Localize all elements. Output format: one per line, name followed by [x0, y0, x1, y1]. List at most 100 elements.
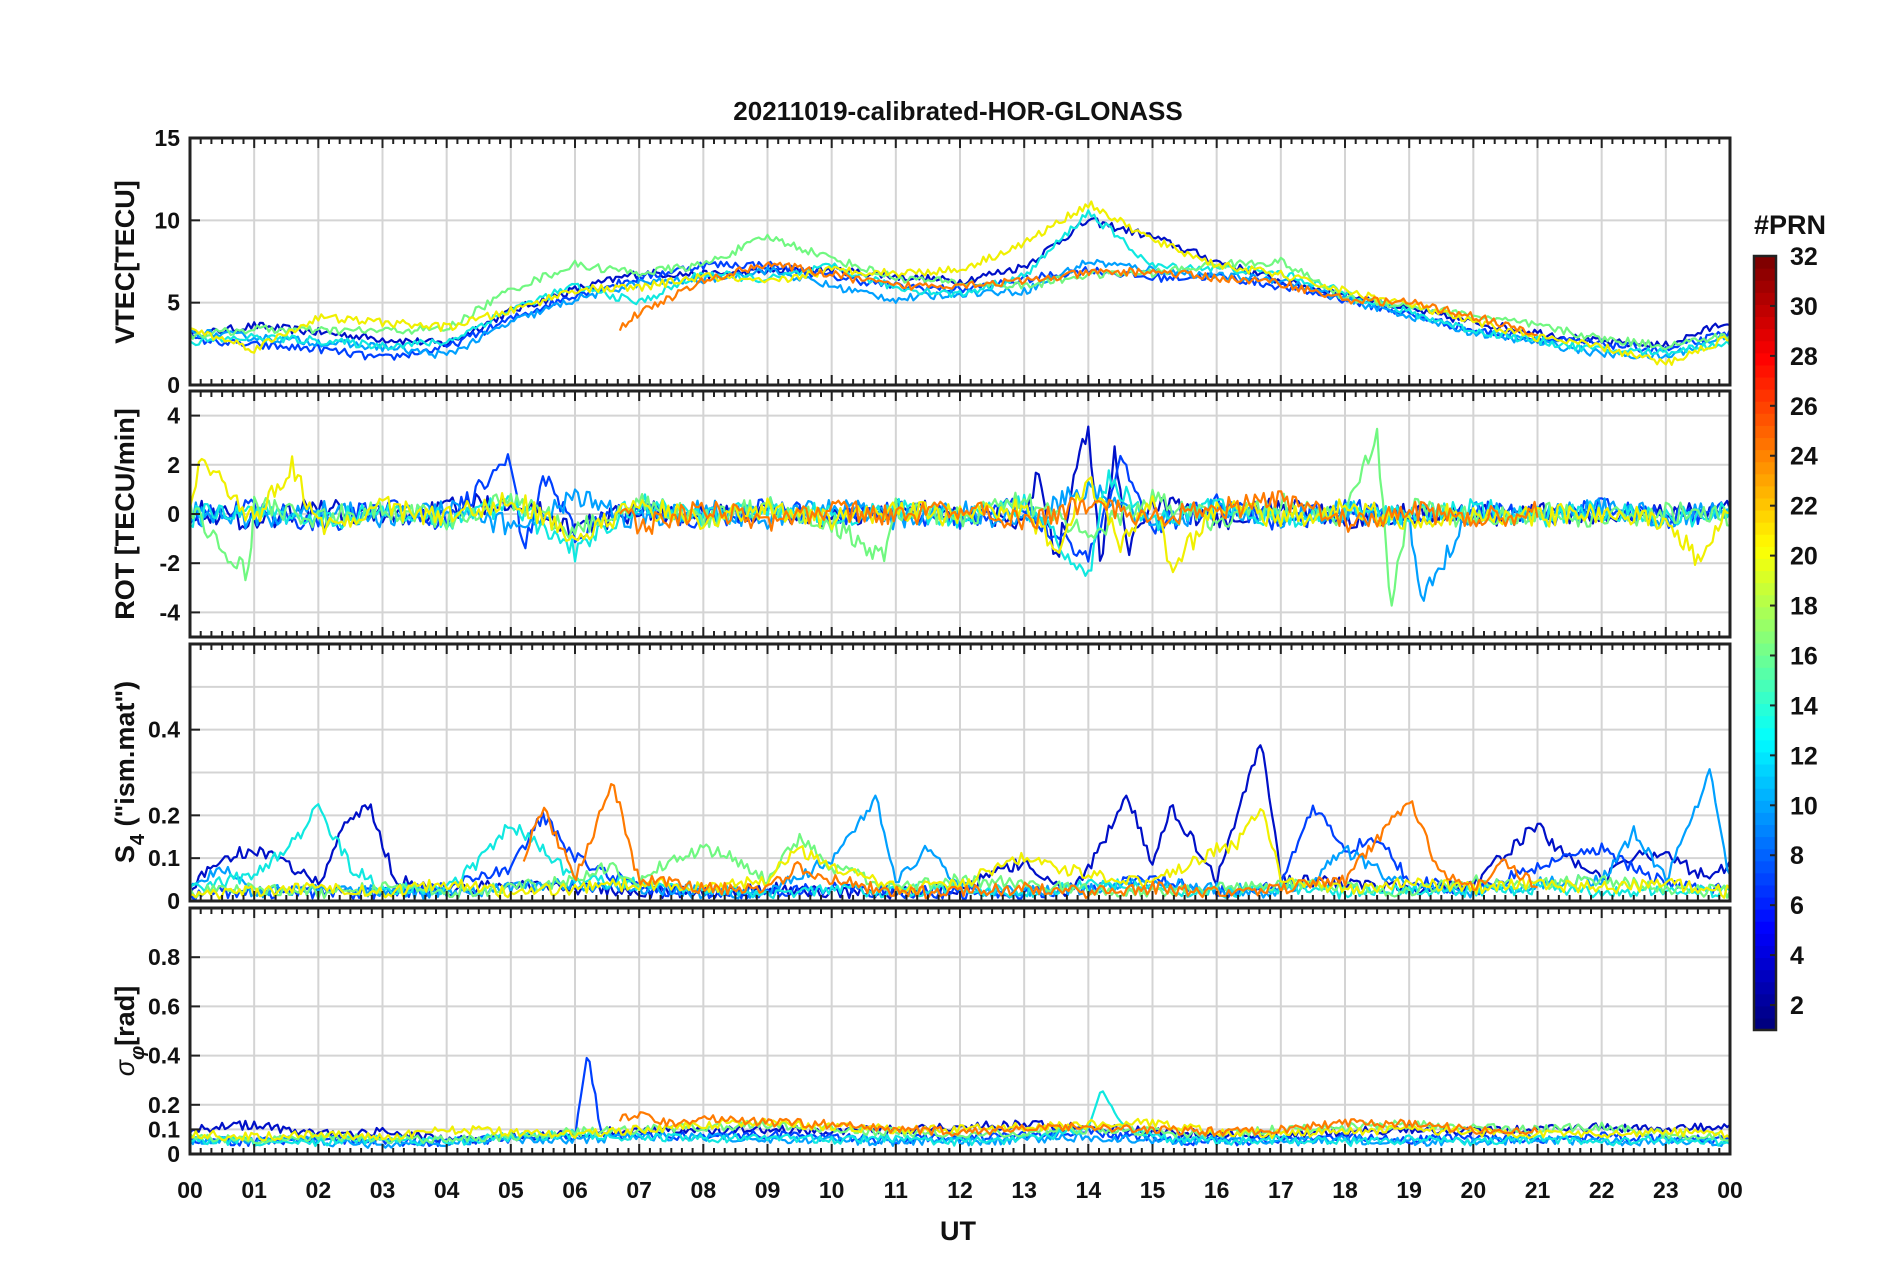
y-tick-label: -4 — [160, 599, 181, 625]
colorbar-swatch — [1754, 268, 1776, 281]
x-tick-label: 11 — [884, 1177, 909, 1203]
colorbar-swatch — [1754, 872, 1776, 886]
colorbar-swatch — [1754, 618, 1776, 632]
colorbar-swatch — [1754, 800, 1776, 813]
colorbar-swatch — [1754, 558, 1776, 572]
series-line-prn-16 — [189, 1119, 1731, 1145]
colorbar-tick-label: 18 — [1790, 593, 1818, 621]
colorbar-tick-label: 32 — [1790, 243, 1818, 271]
x-tick-label: 16 — [1204, 1177, 1230, 1203]
y-tick-label: 15 — [154, 125, 180, 151]
colorbar-swatch — [1754, 776, 1776, 789]
x-tick-label: 23 — [1653, 1177, 1679, 1203]
colorbar-tick-label: 22 — [1790, 493, 1818, 521]
y-tick-label: 0.8 — [148, 944, 180, 970]
y-axis-label: σφ[rad] — [110, 986, 149, 1076]
panel-3: 0 0.1 0.2 0.4S4 ("ism.mat") — [110, 642, 1732, 914]
y-tick-label: 0 — [167, 501, 180, 527]
colorbar-swatch — [1754, 364, 1776, 378]
x-tick-label: 12 — [947, 1177, 973, 1203]
colorbar-tick-label: 10 — [1790, 792, 1818, 820]
x-tick-marks — [199, 644, 1721, 901]
colorbar-swatch — [1754, 316, 1776, 330]
colorbar-swatch — [1754, 727, 1776, 741]
x-tick-label: 05 — [498, 1177, 524, 1203]
colorbar-swatch — [1754, 921, 1776, 934]
colorbar-tick-label: 12 — [1790, 742, 1818, 770]
y-tick-label: 0.1 — [148, 845, 180, 871]
x-tick-label: 03 — [370, 1177, 396, 1203]
x-axis-label: UT — [940, 1216, 976, 1246]
colorbar-swatch — [1754, 256, 1776, 269]
y-axis-label: VTEC[TECU] — [110, 180, 140, 344]
colorbar-swatch — [1754, 340, 1776, 354]
colorbar-swatch — [1754, 473, 1776, 487]
colorbar-swatch — [1754, 691, 1776, 705]
colorbar-tick-label: 16 — [1790, 642, 1818, 670]
x-tick-label: 18 — [1332, 1177, 1358, 1203]
panel-2: -4 -2 0 2 4 ROT [TECU/min] — [110, 389, 1732, 639]
colorbar-swatch — [1754, 667, 1776, 680]
x-tick-marks — [199, 391, 1721, 637]
x-tick-marks — [199, 908, 1721, 1154]
colorbar-tick-label: 26 — [1790, 393, 1818, 421]
x-tick-label: 09 — [755, 1177, 781, 1203]
y-tick-label: 0.4 — [148, 1043, 180, 1069]
x-tick-label: 00 — [177, 1177, 203, 1203]
y-axis-label: S4 ("ism.mat") — [110, 681, 149, 863]
series-line-prn-19 — [189, 808, 1731, 900]
x-tick-marks — [199, 138, 1721, 385]
colorbar-swatch — [1754, 570, 1776, 584]
colorbar-swatch — [1754, 763, 1776, 777]
x-tick-label: 22 — [1589, 1177, 1615, 1203]
colorbar-swatch — [1754, 546, 1776, 559]
y-tick-label: 0 — [167, 372, 180, 398]
colorbar-swatch — [1754, 751, 1776, 765]
y-tick-label: 0.6 — [148, 993, 180, 1019]
colorbar-tick-label: 8 — [1790, 842, 1804, 870]
colorbar-swatch — [1754, 957, 1776, 971]
colorbar-swatch — [1754, 630, 1776, 644]
y-tick-label: 0.2 — [148, 802, 180, 828]
colorbar-swatch — [1754, 485, 1776, 499]
colorbar-swatch — [1754, 896, 1776, 910]
colorbar-frame — [1752, 254, 1778, 1032]
x-tick-labels: 00 01 02 03 04 05 06 07 08 09 10 11 12 13 14 15 16 17 18 19… — [177, 1177, 1743, 1203]
colorbar-swatch — [1754, 739, 1776, 753]
colorbar-swatch — [1754, 389, 1776, 402]
x-tick-label: 10 — [819, 1177, 845, 1203]
colorbar-swatch — [1754, 437, 1776, 451]
colorbar-swatch — [1754, 497, 1776, 511]
series-line-prn-23 — [619, 490, 1539, 535]
colorbar-swatch — [1754, 715, 1776, 729]
colorbar-swatch — [1754, 413, 1776, 426]
panel-4: 00.10.2 0.4 0.6 0.8 σφ[rad] — [110, 906, 1732, 1167]
y-tick-label: 10 — [154, 207, 180, 233]
colorbar-tick-label: 14 — [1790, 692, 1818, 720]
y-tick-label: 0.4 — [148, 717, 180, 743]
colorbar-swatch — [1754, 594, 1776, 608]
y-axis-label-main: σ — [110, 1058, 140, 1076]
y-tick-label: 0 — [167, 1141, 180, 1167]
y-axis-label-rest: [rad] — [110, 986, 140, 1046]
y-tick-label: 0 — [167, 888, 180, 914]
chart-title: 20211019-calibrated-HOR-GLONASS — [733, 96, 1182, 126]
colorbar-tick-label: 4 — [1790, 942, 1804, 970]
colorbar-swatch — [1754, 376, 1776, 390]
colorbar-swatch — [1754, 848, 1776, 862]
y-axis-label-main: S — [110, 845, 140, 863]
colorbar-swatch — [1754, 606, 1776, 620]
colorbar-swatch — [1754, 969, 1776, 983]
x-tick-label: 00 — [1717, 1177, 1743, 1203]
colorbar-tick-label: 20 — [1790, 543, 1818, 571]
x-tick-label: 19 — [1396, 1177, 1422, 1203]
colorbar-swatch — [1754, 884, 1776, 898]
colorbar-swatch — [1754, 945, 1776, 959]
colorbar-label: #PRN — [1754, 210, 1826, 240]
colorbar-swatch — [1754, 280, 1776, 293]
colorbar-swatch — [1754, 1005, 1776, 1019]
series-line-prn-23 — [522, 783, 1538, 900]
colorbar-swatch — [1754, 981, 1776, 995]
